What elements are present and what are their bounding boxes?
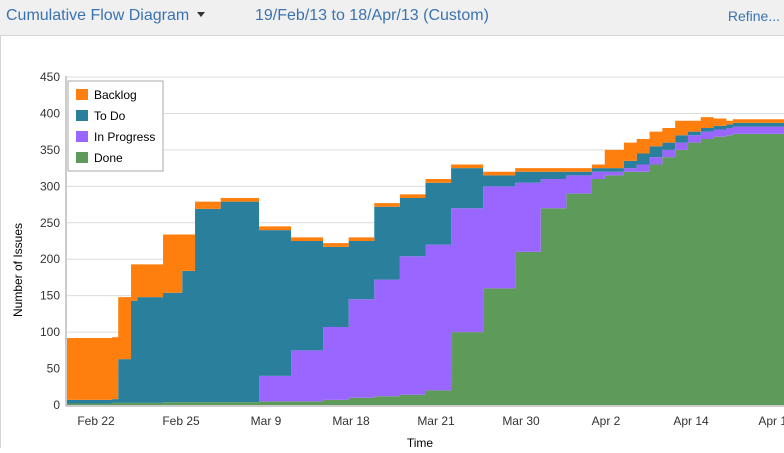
- y-tick-label: 100: [40, 325, 60, 339]
- y-tick-label: 400: [40, 106, 60, 120]
- x-tick-label: Feb 25: [162, 414, 200, 428]
- legend-swatch-in-progress: [76, 131, 88, 142]
- y-axis-label: Number of Issues: [11, 223, 25, 317]
- y-tick-label: 250: [40, 216, 60, 230]
- legend-label-to-do: To Do: [94, 109, 126, 123]
- legend-swatch-to-do: [76, 110, 88, 121]
- x-tick-label: Apr 14: [673, 414, 709, 428]
- area-to-do: [67, 122, 784, 404]
- y-tick-label: 50: [47, 362, 61, 376]
- x-tick-label: Apr 17: [758, 414, 784, 428]
- report-title: Cumulative Flow Diagram: [6, 7, 190, 24]
- area-in-progress: [67, 126, 784, 404]
- date-range: 19/Feb/13 to 18/Apr/13 (Custom): [255, 7, 489, 24]
- x-tick-label: Apr 2: [592, 414, 621, 428]
- y-tick-label: 150: [40, 289, 60, 303]
- y-tick-labels: 0 50 100 150 200 250 300 350 400 450: [40, 70, 60, 412]
- chart-panel: 0 50 100 150 200 250 300 350 400 450 Feb 22 Feb 25…: [0, 36, 784, 450]
- x-tick-label: Mar 30: [502, 414, 540, 428]
- legend-label-backlog: Backlog: [94, 88, 137, 102]
- x-tick-labels: Feb 22 Feb 25 Mar 9 Mar 18 Mar 21 Mar 30 Apr 2…: [77, 414, 784, 428]
- chevron-down-icon: [197, 12, 206, 18]
- x-tick-label: Mar 9: [251, 414, 282, 428]
- legend: Backlog To Do In Progress Done: [67, 80, 164, 172]
- y-tick-label: 0: [53, 398, 60, 412]
- legend-label-in-progress: In Progress: [94, 130, 155, 144]
- report-header: Cumulative Flow Diagram 19/Feb/13 to 18/…: [0, 0, 784, 36]
- refine-link[interactable]: Refine...: [727, 8, 780, 24]
- y-tick-label: 450: [40, 70, 60, 84]
- x-tick-label: Mar 18: [332, 414, 370, 428]
- y-tick-label: 300: [40, 179, 60, 193]
- report-selector[interactable]: Cumulative Flow Diagram: [6, 7, 206, 25]
- legend-label-done: Done: [94, 151, 123, 165]
- legend-swatch-done: [76, 152, 88, 163]
- legend-swatch-backlog: [76, 89, 88, 100]
- area-done: [67, 133, 784, 405]
- x-axis-label: Time: [407, 436, 434, 448]
- cumulative-flow-chart: 0 50 100 150 200 250 300 350 400 450 Feb 22 Feb 25…: [11, 70, 784, 450]
- y-tick-label: 200: [40, 252, 60, 266]
- x-tick-label: Feb 22: [77, 414, 115, 428]
- area-series: [67, 117, 784, 405]
- y-tick-label: 350: [40, 143, 60, 157]
- x-tick-label: Mar 21: [417, 414, 455, 428]
